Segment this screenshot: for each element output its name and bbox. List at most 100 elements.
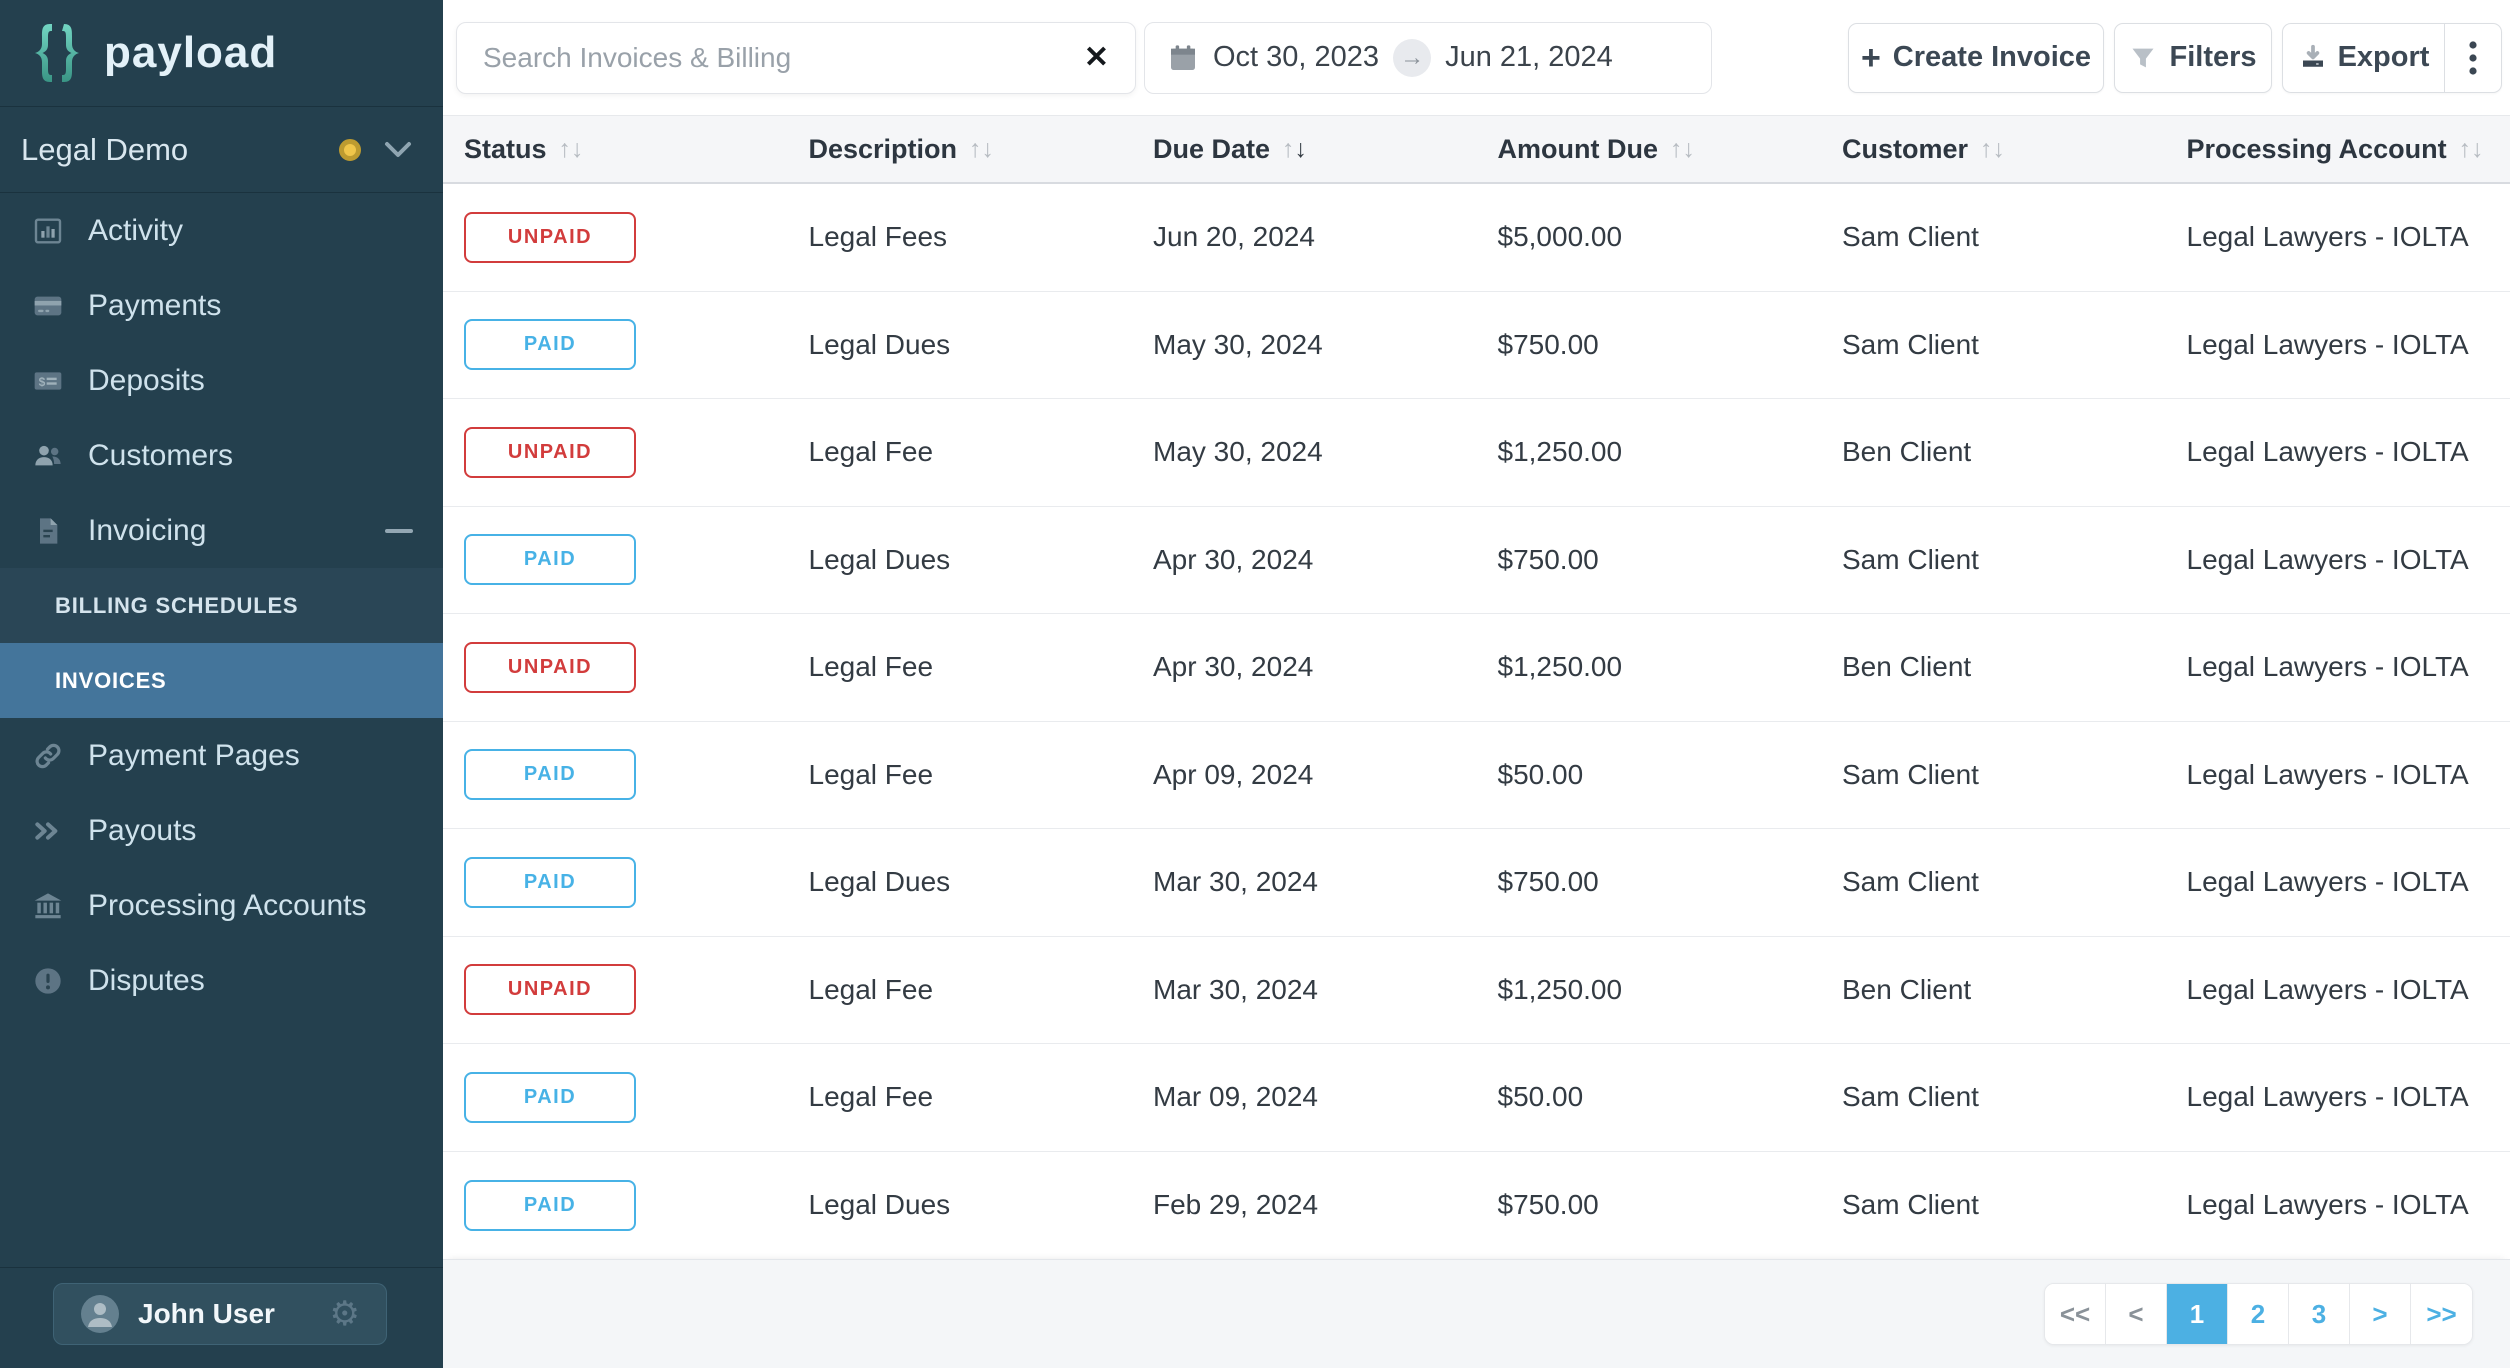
sidebar-item-invoicing[interactable]: Invoicing	[0, 493, 443, 568]
sidebar-item-disputes[interactable]: Disputes	[0, 943, 443, 1018]
subnav-label: INVOICES	[55, 667, 167, 693]
sidebar-item-label: Deposits	[88, 363, 205, 397]
table-body: UNPAID Legal Fees Jun 20, 2024 $5,000.00…	[443, 184, 2510, 1259]
customer-cell: Sam Client	[1842, 1081, 1979, 1113]
date-range-picker[interactable]: Oct 30, 2023 → Jun 21, 2024	[1144, 21, 1712, 94]
invoice-row[interactable]: UNPAID Legal Fee May 30, 2024 $1,250.00 …	[443, 399, 2510, 507]
pagination-page-3[interactable]: 3	[2289, 1284, 2350, 1344]
description-cell: Legal Fee	[808, 973, 934, 1005]
export-button[interactable]: Export	[2283, 24, 2444, 92]
description-cell: Legal Fees	[808, 221, 948, 253]
amount-cell: $1,250.00	[1497, 436, 1623, 468]
sidebar-item-deposits[interactable]: $ Deposits	[0, 343, 443, 418]
customer-cell: Ben Client	[1842, 651, 1972, 683]
customer-cell: Sam Client	[1842, 543, 1979, 575]
due-date-cell: Feb 29, 2024	[1153, 1189, 1319, 1221]
org-switcher[interactable]: Legal Demo	[0, 107, 443, 193]
customer-cell: Sam Client	[1842, 866, 1979, 898]
invoice-row[interactable]: PAID Legal Fee Apr 09, 2024 $50.00 Sam C…	[443, 722, 2510, 829]
sidebar-item-payments[interactable]: Payments	[0, 268, 443, 343]
arrow-right-icon: →	[1393, 38, 1432, 77]
org-status-dot-icon	[339, 138, 361, 161]
sidebar-item-customers[interactable]: Customers	[0, 418, 443, 493]
plus-icon: +	[1860, 38, 1881, 77]
invoice-row[interactable]: UNPAID Legal Fees Jun 20, 2024 $5,000.00…	[443, 184, 2510, 292]
pagination-prev-button[interactable]: <	[2106, 1284, 2167, 1344]
sidebar-item-payment-pages[interactable]: Payment Pages	[0, 718, 443, 793]
create-invoice-button[interactable]: + Create Invoice	[1848, 22, 2104, 93]
sidebar-item-billing-schedules[interactable]: BILLING SCHEDULES	[0, 568, 443, 643]
due-date-cell: Apr 09, 2024	[1153, 758, 1314, 790]
account-cell: Legal Lawyers - IOLTA	[2186, 758, 2469, 790]
more-actions-button[interactable]	[2444, 23, 2501, 92]
svg-text:$: $	[39, 374, 46, 388]
pagination-first-button[interactable]: <<	[2045, 1284, 2106, 1344]
status-badge: PAID	[464, 856, 636, 908]
account-cell: Legal Lawyers - IOLTA	[2186, 1081, 2469, 1113]
amount-cell: $750.00	[1497, 543, 1599, 575]
column-header-status[interactable]: Status ↑ ↓	[443, 116, 788, 182]
description-cell: Legal Fee	[808, 436, 934, 468]
sidebar-item-label: Disputes	[88, 963, 205, 997]
column-header-description[interactable]: Description ↑ ↓	[788, 116, 1133, 182]
column-label: Customer	[1842, 133, 1969, 164]
invoice-row[interactable]: PAID Legal Dues Feb 29, 2024 $750.00 Sam…	[443, 1152, 2510, 1260]
pagination-next-button[interactable]: >	[2350, 1284, 2411, 1344]
amount-cell: $1,250.00	[1497, 973, 1623, 1005]
sort-icon: ↑ ↓	[1669, 134, 1695, 163]
sidebar-nav: Activity Payments $ Deposits Customers	[0, 193, 443, 1018]
pagination-page-2[interactable]: 2	[2228, 1284, 2289, 1344]
sidebar-item-payouts[interactable]: Payouts	[0, 793, 443, 868]
user-menu[interactable]: John User ⚙	[53, 1283, 387, 1345]
table-footer: << < 1 2 3 > >>	[443, 1259, 2510, 1368]
amount-cell: $5,000.00	[1497, 221, 1623, 253]
invoice-row[interactable]: PAID Legal Dues Apr 30, 2024 $750.00 Sam…	[443, 507, 2510, 614]
customer-cell: Sam Client	[1842, 221, 1979, 253]
search-input[interactable]	[483, 41, 1068, 74]
gear-icon[interactable]: ⚙	[329, 1295, 360, 1333]
invoice-row[interactable]: PAID Legal Dues May 30, 2024 $750.00 Sam…	[443, 292, 2510, 399]
status-badge: UNPAID	[464, 641, 636, 693]
date-range-start: Oct 30, 2023	[1213, 41, 1380, 73]
customer-cell: Sam Client	[1842, 758, 1979, 790]
description-cell: Legal Dues	[808, 328, 951, 360]
invoice-row[interactable]: UNPAID Legal Fee Mar 30, 2024 $1,250.00 …	[443, 937, 2510, 1044]
description-cell: Legal Dues	[808, 1189, 951, 1221]
sidebar-item-activity[interactable]: Activity	[0, 193, 443, 268]
status-badge: UNPAID	[464, 964, 636, 1016]
due-date-cell: Mar 09, 2024	[1153, 1081, 1318, 1113]
app-title: payload	[104, 28, 278, 77]
topbar: ✕ Oct 30, 2023 → Jun 21, 2024 + Create I…	[443, 0, 2510, 115]
download-icon	[2298, 43, 2328, 73]
invoice-row[interactable]: PAID Legal Fee Mar 09, 2024 $50.00 Sam C…	[443, 1044, 2510, 1152]
amount-cell: $750.00	[1497, 866, 1599, 898]
column-header-customer[interactable]: Customer ↑ ↓	[1821, 116, 2166, 182]
status-badge: PAID	[464, 1179, 636, 1231]
description-cell: Legal Fee	[808, 1081, 934, 1113]
collapse-minus-icon[interactable]	[385, 528, 413, 533]
column-header-amount-due[interactable]: Amount Due ↑ ↓	[1477, 116, 1822, 182]
sidebar-item-processing-accounts[interactable]: Processing Accounts	[0, 868, 443, 943]
customer-cell: Ben Client	[1842, 973, 1972, 1005]
filters-button[interactable]: Filters	[2114, 22, 2272, 93]
due-date-cell: Apr 30, 2024	[1153, 543, 1314, 575]
account-cell: Legal Lawyers - IOLTA	[2186, 221, 2469, 253]
due-date-cell: Mar 30, 2024	[1153, 866, 1318, 898]
sidebar-item-label: Customers	[88, 438, 234, 472]
pagination-page-1[interactable]: 1	[2167, 1284, 2228, 1344]
close-icon[interactable]: ✕	[1083, 41, 1109, 74]
status-badge: UNPAID	[464, 211, 636, 263]
sort-icon: ↑ ↓	[558, 134, 584, 163]
invoice-row[interactable]: PAID Legal Dues Mar 30, 2024 $750.00 Sam…	[443, 829, 2510, 937]
org-name: Legal Demo	[21, 131, 189, 167]
customer-cell: Sam Client	[1842, 328, 1979, 360]
sidebar-item-invoices[interactable]: INVOICES	[0, 643, 443, 718]
invoice-row[interactable]: UNPAID Legal Fee Apr 30, 2024 $1,250.00 …	[443, 614, 2510, 722]
description-cell: Legal Dues	[808, 543, 951, 575]
column-header-processing-account[interactable]: Processing Account ↑ ↓	[2166, 116, 2510, 182]
status-badge: UNPAID	[464, 426, 636, 478]
sidebar: payload Legal Demo Activity	[0, 0, 443, 1368]
pagination-last-button[interactable]: >>	[2411, 1284, 2472, 1344]
column-header-due-date[interactable]: Due Date ↑ ↓	[1132, 116, 1477, 182]
